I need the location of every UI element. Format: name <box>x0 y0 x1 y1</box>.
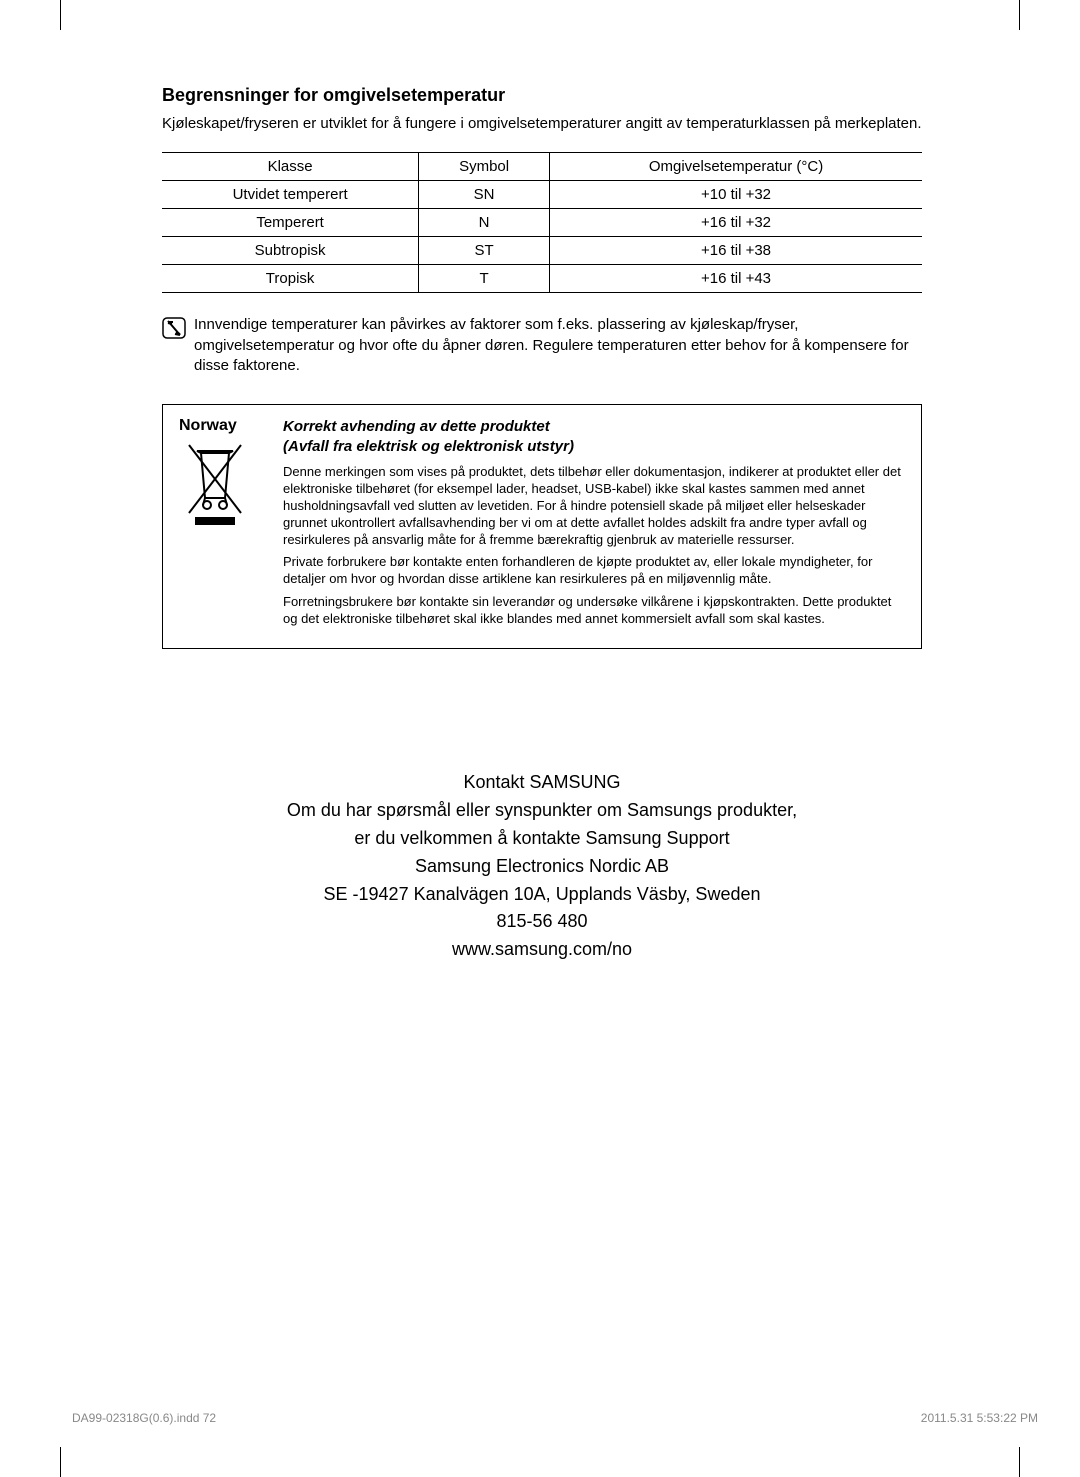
contact-line: Kontakt SAMSUNG <box>162 769 922 797</box>
note-icon <box>162 317 186 339</box>
crop-mark <box>60 1447 61 1477</box>
contact-block: Kontakt SAMSUNG Om du har spørsmål eller… <box>162 769 922 964</box>
page-content: Begrensninger for omgivelsetemperatur Kj… <box>162 85 922 964</box>
table-cell: Tropisk <box>162 265 419 293</box>
table-row: Tropisk T +16 til +43 <box>162 265 922 293</box>
table-cell: Temperert <box>162 209 419 237</box>
table-cell: Subtropisk <box>162 237 419 265</box>
section-heading: Begrensninger for omgivelsetemperatur <box>162 85 922 106</box>
disposal-paragraph: Private forbrukere bør kontakte enten fo… <box>283 554 907 588</box>
footer-timestamp: 2011.5.31 5:53:22 PM <box>921 1411 1038 1425</box>
disposal-paragraph: Forretningsbrukere bør kontakte sin leve… <box>283 594 907 628</box>
table-cell: +16 til +43 <box>550 265 923 293</box>
table-cell: Utvidet temperert <box>162 181 419 209</box>
table-cell: +10 til +32 <box>550 181 923 209</box>
footer-file-info: DA99-02318G(0.6).indd 72 <box>72 1411 216 1425</box>
table-header: Omgivelsetemperatur (°C) <box>550 153 923 181</box>
weee-bin-icon <box>179 443 269 533</box>
temperature-table: Klasse Symbol Omgivelsetemperatur (°C) U… <box>162 152 922 293</box>
crop-mark <box>60 0 61 30</box>
note-text: Innvendige temperaturer kan påvirkes av … <box>194 315 922 376</box>
contact-line: Samsung Electronics Nordic AB <box>162 853 922 881</box>
country-label: Norway <box>179 417 269 435</box>
table-header: Klasse <box>162 153 419 181</box>
table-cell: +16 til +38 <box>550 237 923 265</box>
disposal-box: Norway Korrekt avhending av dette produk… <box>162 404 922 649</box>
table-header-row: Klasse Symbol Omgivelsetemperatur (°C) <box>162 153 922 181</box>
disposal-paragraph: Denne merkingen som vises på produktet, … <box>283 464 907 548</box>
table-cell: +16 til +32 <box>550 209 923 237</box>
contact-line: SE -19427 Kanalvägen 10A, Upplands Väsby… <box>162 881 922 909</box>
table-cell: N <box>419 209 550 237</box>
table-row: Subtropisk ST +16 til +38 <box>162 237 922 265</box>
crop-mark <box>1019 0 1020 30</box>
crop-mark <box>1019 1447 1020 1477</box>
table-header: Symbol <box>419 153 550 181</box>
table-cell: SN <box>419 181 550 209</box>
disposal-left-col: Norway <box>179 417 269 634</box>
contact-line: 815-56 480 <box>162 908 922 936</box>
note-block: Innvendige temperaturer kan påvirkes av … <box>162 315 922 376</box>
disposal-subtitle: (Avfall fra elektrisk og elektronisk uts… <box>283 437 907 457</box>
contact-line: er du velkommen å kontakte Samsung Suppo… <box>162 825 922 853</box>
contact-line: www.samsung.com/no <box>162 936 922 964</box>
table-row: Temperert N +16 til +32 <box>162 209 922 237</box>
table-cell: T <box>419 265 550 293</box>
disposal-right-col: Korrekt avhending av dette produktet (Av… <box>283 417 907 634</box>
table-cell: ST <box>419 237 550 265</box>
table-row: Utvidet temperert SN +10 til +32 <box>162 181 922 209</box>
disposal-title: Korrekt avhending av dette produktet <box>283 417 907 437</box>
intro-paragraph: Kjøleskapet/fryseren er utviklet for å f… <box>162 114 922 134</box>
contact-line: Om du har spørsmål eller synspunkter om … <box>162 797 922 825</box>
